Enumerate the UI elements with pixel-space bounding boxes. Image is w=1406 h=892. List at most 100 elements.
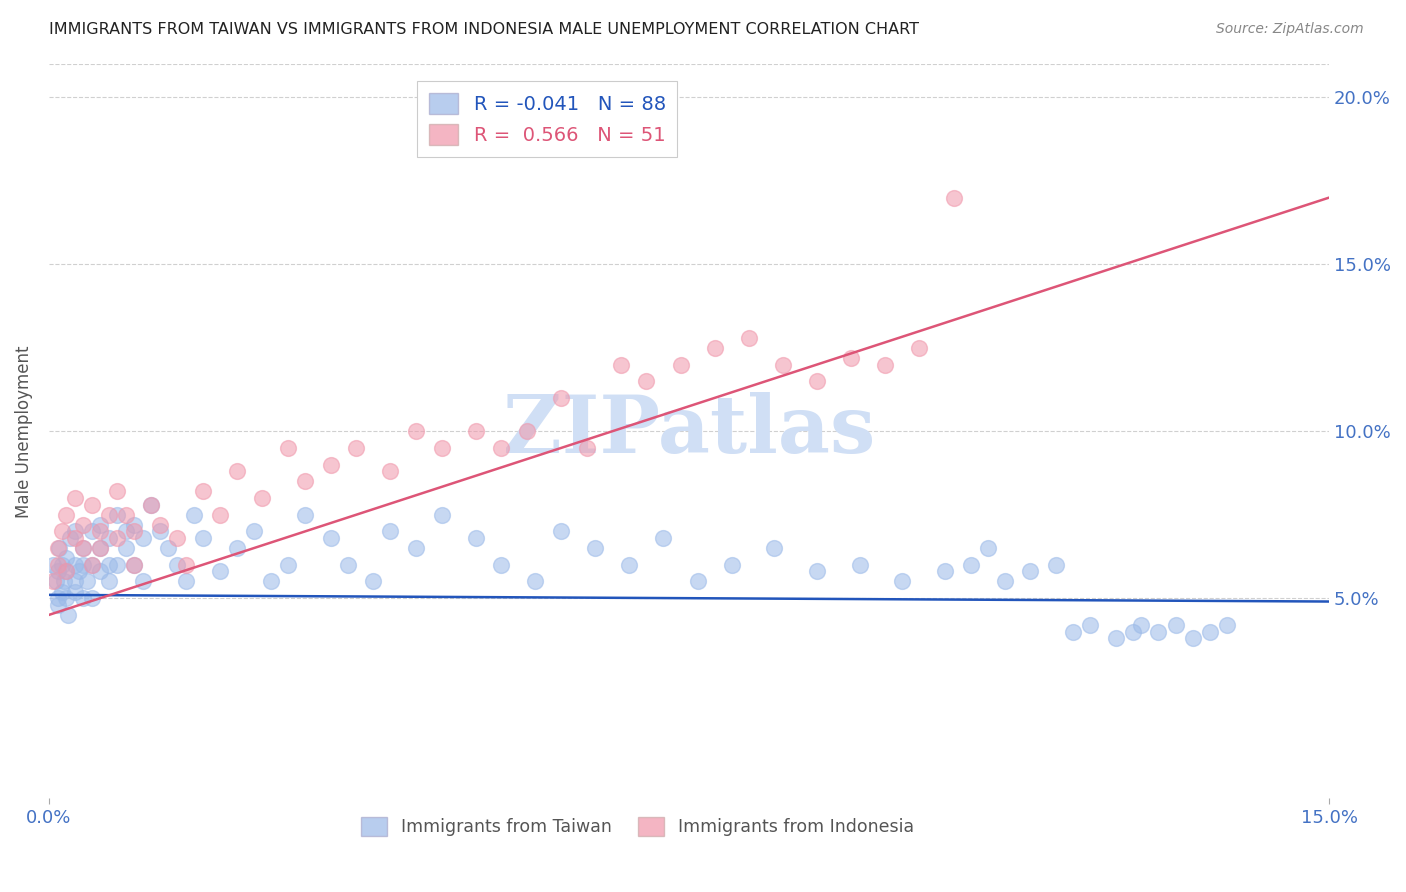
Point bbox=[191, 531, 214, 545]
Point bbox=[89, 541, 111, 555]
Point bbox=[703, 341, 725, 355]
Point bbox=[149, 524, 172, 539]
Point bbox=[59, 531, 82, 545]
Point bbox=[942, 191, 965, 205]
Point bbox=[738, 331, 761, 345]
Point bbox=[63, 531, 86, 545]
Point bbox=[114, 524, 136, 539]
Point bbox=[105, 558, 128, 572]
Point bbox=[132, 531, 155, 545]
Point bbox=[166, 531, 188, 545]
Point bbox=[97, 574, 120, 589]
Point bbox=[124, 558, 146, 572]
Point bbox=[80, 524, 103, 539]
Point bbox=[260, 574, 283, 589]
Point bbox=[46, 598, 69, 612]
Point bbox=[1198, 624, 1220, 639]
Point bbox=[277, 441, 299, 455]
Point bbox=[1045, 558, 1067, 572]
Point bbox=[294, 475, 316, 489]
Point bbox=[105, 531, 128, 545]
Point bbox=[875, 358, 897, 372]
Point bbox=[124, 524, 146, 539]
Point bbox=[46, 558, 69, 572]
Point bbox=[55, 565, 77, 579]
Point bbox=[772, 358, 794, 372]
Point bbox=[166, 558, 188, 572]
Point bbox=[97, 558, 120, 572]
Point bbox=[89, 524, 111, 539]
Point bbox=[174, 574, 197, 589]
Point bbox=[806, 565, 828, 579]
Point bbox=[53, 574, 76, 589]
Point bbox=[336, 558, 359, 572]
Point bbox=[80, 558, 103, 572]
Point bbox=[516, 424, 538, 438]
Text: IMMIGRANTS FROM TAIWAN VS IMMIGRANTS FROM INDONESIA MALE UNEMPLOYMENT CORRELATIO: IMMIGRANTS FROM TAIWAN VS IMMIGRANTS FRO… bbox=[49, 22, 920, 37]
Point bbox=[51, 558, 73, 572]
Point bbox=[977, 541, 1000, 555]
Point bbox=[405, 541, 427, 555]
Point bbox=[72, 541, 94, 555]
Point bbox=[652, 531, 675, 545]
Point bbox=[48, 541, 70, 555]
Point bbox=[1215, 618, 1237, 632]
Point bbox=[51, 524, 73, 539]
Point bbox=[361, 574, 384, 589]
Point bbox=[46, 565, 69, 579]
Point bbox=[56, 607, 79, 622]
Point bbox=[524, 574, 547, 589]
Point bbox=[42, 558, 65, 572]
Point bbox=[141, 498, 163, 512]
Point bbox=[55, 551, 77, 566]
Point bbox=[55, 565, 77, 579]
Point bbox=[720, 558, 742, 572]
Point bbox=[225, 464, 247, 478]
Point bbox=[80, 498, 103, 512]
Point bbox=[243, 524, 266, 539]
Point bbox=[610, 358, 633, 372]
Legend: Immigrants from Taiwan, Immigrants from Indonesia: Immigrants from Taiwan, Immigrants from … bbox=[353, 808, 922, 845]
Point bbox=[55, 508, 77, 522]
Point bbox=[72, 591, 94, 606]
Point bbox=[183, 508, 205, 522]
Point bbox=[491, 441, 513, 455]
Point bbox=[491, 558, 513, 572]
Point bbox=[669, 358, 692, 372]
Point bbox=[63, 574, 86, 589]
Point bbox=[277, 558, 299, 572]
Point bbox=[208, 508, 231, 522]
Point bbox=[72, 558, 94, 572]
Point bbox=[934, 565, 956, 579]
Point bbox=[848, 558, 870, 572]
Point bbox=[63, 524, 86, 539]
Point bbox=[636, 374, 658, 388]
Point bbox=[51, 584, 73, 599]
Point bbox=[45, 574, 67, 589]
Point bbox=[72, 517, 94, 532]
Text: Source: ZipAtlas.com: Source: ZipAtlas.com bbox=[1216, 22, 1364, 37]
Point bbox=[46, 541, 69, 555]
Point bbox=[149, 517, 172, 532]
Point bbox=[105, 508, 128, 522]
Point bbox=[208, 565, 231, 579]
Point bbox=[89, 517, 111, 532]
Point bbox=[1122, 624, 1144, 639]
Point bbox=[1105, 632, 1128, 646]
Point bbox=[80, 558, 103, 572]
Point bbox=[1062, 624, 1084, 639]
Point bbox=[380, 464, 402, 478]
Point bbox=[1147, 624, 1170, 639]
Point bbox=[344, 441, 367, 455]
Point bbox=[619, 558, 641, 572]
Point bbox=[763, 541, 786, 555]
Point bbox=[550, 391, 572, 405]
Point bbox=[380, 524, 402, 539]
Point bbox=[67, 565, 90, 579]
Point bbox=[908, 341, 931, 355]
Point bbox=[114, 508, 136, 522]
Point bbox=[806, 374, 828, 388]
Point bbox=[191, 484, 214, 499]
Point bbox=[105, 484, 128, 499]
Point bbox=[405, 424, 427, 438]
